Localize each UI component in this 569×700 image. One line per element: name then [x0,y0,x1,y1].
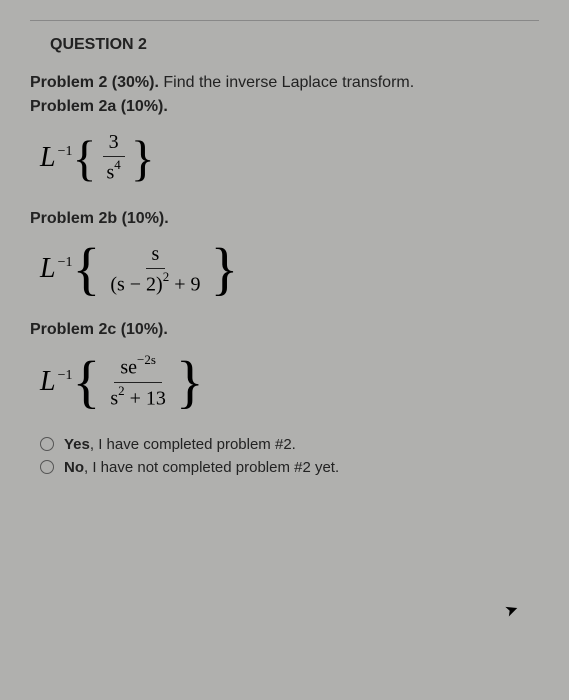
formula-a: L−1 { 3 s4 } [40,131,539,185]
formula-b: L−1 { s (s − 2)2 + 9 } [40,243,539,297]
numerator-c: se−2s [114,354,162,383]
problem-title: Problem 2 (30%). Find the inverse Laplac… [30,74,539,92]
subproblem-c-header: Problem 2c (10%). [30,321,539,339]
fraction-c: se−2s s2 + 13 [104,354,172,410]
option-yes-row[interactable]: Yes, I have completed problem #2. [40,436,539,453]
fraction-b: s (s − 2)2 + 9 [104,243,206,297]
fraction-a: 3 s4 [100,131,126,185]
right-brace: } [211,246,239,292]
question-header: QUESTION 2 [50,36,539,54]
denominator-a: s4 [100,157,126,185]
left-brace: { [72,138,96,178]
laplace-operator: L [40,366,56,398]
formula-c: L−1 { se−2s s2 + 13 } [40,354,539,410]
right-brace: } [176,359,204,405]
radio-icon[interactable] [40,460,54,474]
inverse-exponent: −1 [58,255,73,271]
option-yes-label: Yes, I have completed problem #2. [64,436,296,453]
numerator-b: s [146,243,166,269]
cursor-icon: ➤ [502,598,521,621]
subproblem-b-header: Problem 2b (10%). [30,210,539,228]
left-brace: { [72,246,100,292]
problem-title-rest: Find the inverse Laplace transform. [159,74,414,91]
laplace-operator: L [40,253,56,285]
problem-title-bold: Problem 2 (30%). [30,74,159,91]
subproblem-a-header: Problem 2a (10%). [30,98,539,116]
question-panel: QUESTION 2 Problem 2 (30%). Find the inv… [0,20,569,476]
inverse-exponent: −1 [58,144,73,160]
radio-icon[interactable] [40,437,54,451]
right-brace: } [131,138,155,178]
divider-line [30,20,539,21]
option-no-label: No, I have not completed problem #2 yet. [64,459,339,476]
denominator-c: s2 + 13 [104,383,172,411]
numerator-a: 3 [103,131,125,157]
laplace-operator: L [40,142,56,174]
answer-options: Yes, I have completed problem #2. No, I … [40,436,539,476]
denominator-b: (s − 2)2 + 9 [104,269,206,297]
inverse-exponent: −1 [58,368,73,384]
left-brace: { [72,359,100,405]
option-no-row[interactable]: No, I have not completed problem #2 yet. [40,459,539,476]
